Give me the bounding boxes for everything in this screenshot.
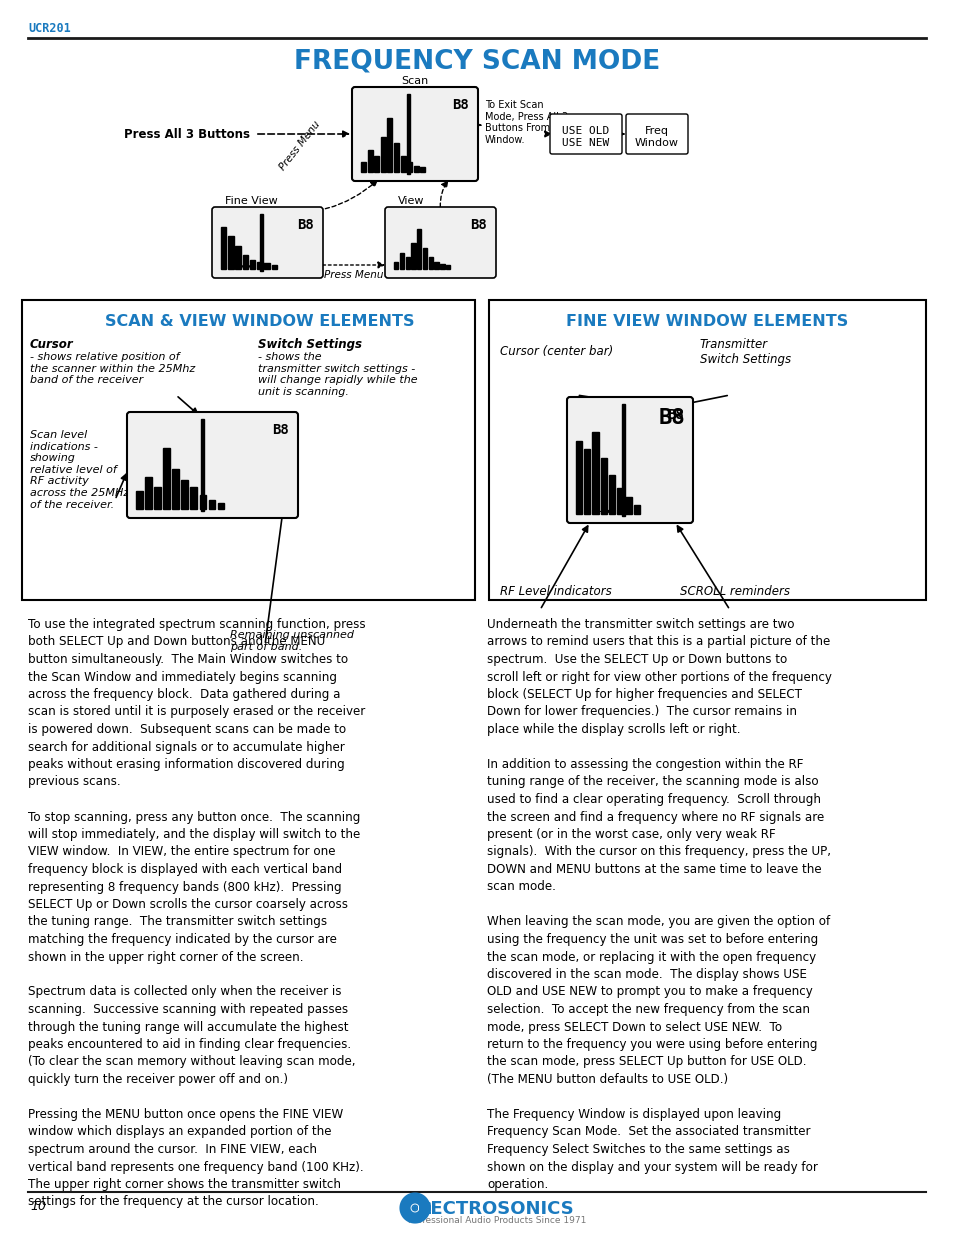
Bar [264,263,270,269]
Text: ◄►: ◄► [239,261,253,270]
Bar [583,450,590,514]
Text: Scan: Scan [401,77,428,86]
Bar [199,494,206,509]
FancyBboxPatch shape [212,207,323,278]
Text: B8: B8 [658,408,684,429]
Bar [181,480,188,509]
Text: Press Menu: Press Menu [324,270,383,280]
Text: Cursor: Cursor [30,338,73,351]
Bar [228,236,233,269]
Text: View: View [397,196,424,206]
Bar [592,432,598,514]
FancyBboxPatch shape [550,114,621,154]
Bar [250,259,255,269]
Text: To use the integrated spectrum scanning function, press
both SELECT Up and Down : To use the integrated spectrum scanning … [28,618,365,1209]
Text: Press Menu: Press Menu [277,119,322,172]
Bar [428,257,433,269]
Text: USE OLD: USE OLD [561,126,609,136]
Text: Fine View: Fine View [225,196,277,206]
Bar [633,505,639,514]
Bar [414,165,418,172]
Bar [489,300,925,600]
Text: B8: B8 [297,219,314,232]
Bar [235,246,240,269]
Bar [405,257,410,269]
Text: Freq: Freq [644,126,668,136]
FancyBboxPatch shape [385,207,496,278]
Bar [600,458,606,514]
Bar [367,149,373,172]
Text: Window: Window [635,138,679,148]
Bar [201,419,204,511]
Text: To Exit Scan
Mode, Press All 3
Buttons From Any
Window.: To Exit Scan Mode, Press All 3 Buttons F… [484,100,571,144]
Text: LECTROSONICS: LECTROSONICS [419,1200,574,1218]
FancyBboxPatch shape [625,114,687,154]
Text: Scan level
indications -
showing
relative level of
RF activity
across the 25MHz : Scan level indications - showing relativ… [30,430,192,510]
Bar [625,496,631,514]
Text: RF Level indicators: RF Level indicators [499,585,611,598]
Bar [407,163,412,172]
Bar [256,262,262,269]
Bar [191,488,197,509]
Bar [394,262,398,269]
Bar [576,441,581,514]
Bar [420,167,425,172]
Text: FREQUENCY SCAN MODE: FREQUENCY SCAN MODE [294,48,659,74]
Bar [172,469,179,509]
Bar [434,262,438,269]
Bar [154,488,161,509]
Text: USE NEW: USE NEW [561,138,609,148]
Bar [380,137,385,172]
Bar [399,253,404,269]
Bar [163,448,170,509]
Text: Professional Audio Products Since 1971: Professional Audio Products Since 1971 [407,1216,585,1225]
Text: B8: B8 [666,408,683,422]
Text: Underneath the transmitter switch settings are two
arrows to remind users that t: Underneath the transmitter switch settin… [486,618,831,1191]
Text: B8: B8 [452,98,469,112]
Bar [145,477,152,509]
Bar [411,243,416,269]
Bar [260,214,263,270]
Text: B8: B8 [272,424,289,437]
Text: ◄►: ◄► [598,505,613,515]
Text: - shows the
transmitter switch settings -
will change rapidly while the
unit is : - shows the transmitter switch settings … [257,352,417,396]
Text: - shows relative position of
the scanner within the 25Mhz
band of the receiver: - shows relative position of the scanner… [30,352,195,385]
Text: FINE VIEW WINDOW ELEMENTS: FINE VIEW WINDOW ELEMENTS [566,314,848,329]
Bar [272,266,276,269]
Text: Cursor (center bar): Cursor (center bar) [499,345,613,358]
Bar [445,266,450,269]
Text: Transmitter
Switch Settings: Transmitter Switch Settings [700,338,790,366]
Text: 10: 10 [30,1200,46,1213]
Text: Press Any Button: Press Any Button [388,95,455,168]
Bar [400,156,405,172]
Bar [360,163,366,172]
Bar [387,119,392,172]
Bar [422,248,427,269]
Bar [209,500,215,509]
Bar [621,404,624,516]
Bar [136,492,143,509]
Bar [416,230,421,269]
Bar [242,254,248,269]
Text: Remaining unscanned
part of band.: Remaining unscanned part of band. [230,630,354,652]
Text: SCROLL reminders: SCROLL reminders [679,585,789,598]
Bar [22,300,475,600]
Bar [608,475,615,514]
Text: Press All 3 Buttons: Press All 3 Buttons [124,127,250,141]
Bar [394,143,398,172]
Bar [221,227,226,269]
FancyBboxPatch shape [352,86,477,182]
Bar [617,488,622,514]
Bar [439,264,444,269]
Text: SCAN & VIEW WINDOW ELEMENTS: SCAN & VIEW WINDOW ELEMENTS [105,314,414,329]
Bar [374,156,378,172]
FancyBboxPatch shape [127,412,297,517]
Text: B8: B8 [470,219,486,232]
FancyBboxPatch shape [566,396,692,522]
Text: Switch Settings: Switch Settings [257,338,361,351]
Bar [406,94,409,174]
Bar [217,503,224,509]
Text: UCR201: UCR201 [28,22,71,35]
